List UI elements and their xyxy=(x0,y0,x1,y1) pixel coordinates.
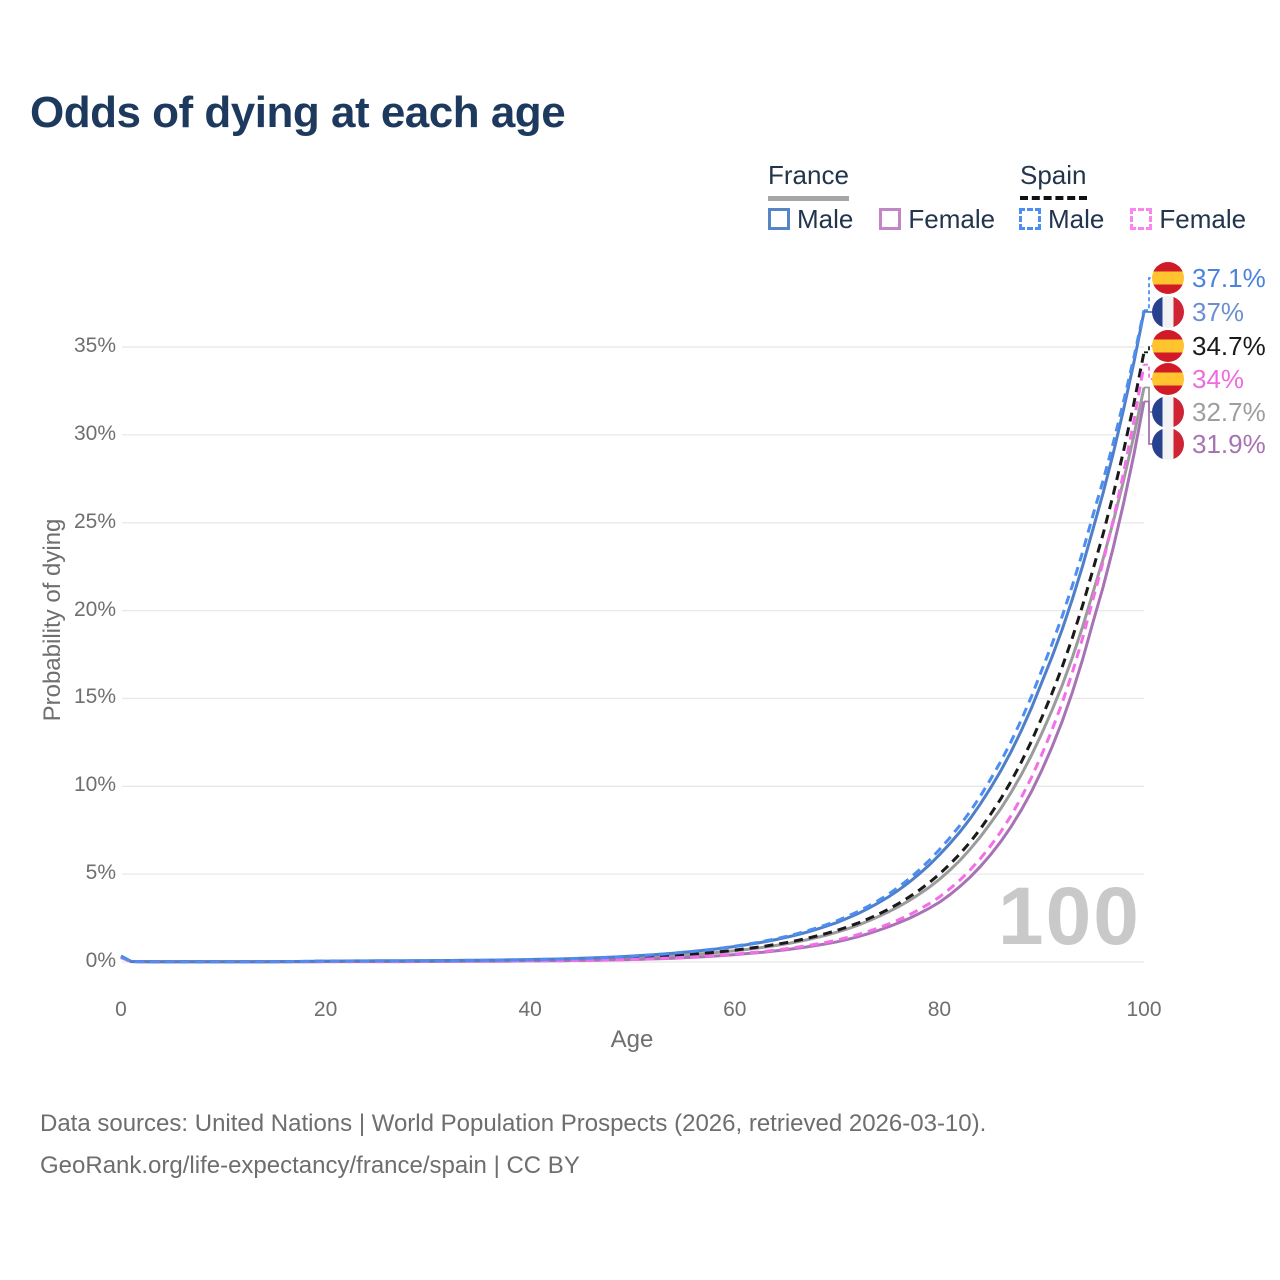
legend-row-spain: Male Female xyxy=(1019,204,1272,234)
y-tick-label: 15% xyxy=(73,685,116,709)
leader-lines xyxy=(1144,277,1153,445)
data-lines xyxy=(120,309,1146,964)
end-label-value: 32.7% xyxy=(1192,396,1266,427)
end-label-row-france_total: 32.7% xyxy=(1152,395,1266,429)
leader-line-france_total xyxy=(1144,386,1153,413)
legend-group-spain: Spain xyxy=(1020,160,1087,200)
leader-line-spain_male xyxy=(1144,277,1153,312)
spain-flag-icon xyxy=(1152,363,1184,395)
y-tick-label: 0% xyxy=(85,949,116,972)
end-label-row-france_female: 31.9% xyxy=(1152,427,1266,461)
gridlines xyxy=(122,346,1144,963)
end-label-value: 34.7% xyxy=(1192,330,1266,361)
end-label-row-france_male: 37% xyxy=(1152,295,1244,329)
y-tick-label: 30% xyxy=(73,421,116,445)
leader-line-spain_female xyxy=(1144,363,1153,380)
end-label-value: 37% xyxy=(1192,296,1245,327)
line-france_female xyxy=(120,401,1146,964)
legend-label-france-male[interactable]: Male xyxy=(797,203,854,234)
y-tick-label: 10% xyxy=(73,773,116,797)
legend-country-spain[interactable]: Spain xyxy=(1020,160,1087,200)
legend-swatch-spain-female[interactable] xyxy=(1130,208,1153,230)
y-tick-label: 25% xyxy=(73,509,116,533)
end-label-row-spain_male: 37.1% xyxy=(1152,261,1266,295)
france-flag-icon xyxy=(1152,428,1184,460)
data-sources-line: Data sources: United Nations | World Pop… xyxy=(40,1110,987,1137)
legend-label-spain-male[interactable]: Male xyxy=(1048,203,1105,234)
end-label-row-spain_female: 34% xyxy=(1152,362,1244,396)
legend-swatch-france-male[interactable] xyxy=(768,208,790,230)
legend-swatch-spain-male[interactable] xyxy=(1019,208,1041,230)
legend-label-france-female[interactable]: Female xyxy=(908,203,996,234)
end-label-row-spain_total: 34.7% xyxy=(1152,329,1266,363)
x-tick-label: 0 xyxy=(115,998,127,1021)
attribution-line: GeoRank.org/life-expectancy/france/spain… xyxy=(40,1152,580,1179)
france-flag-icon xyxy=(1152,296,1184,328)
line-spain_male xyxy=(120,309,1146,964)
line-spain_female xyxy=(120,364,1146,964)
france-flag-icon xyxy=(1152,396,1184,428)
x-tick-label: 20 xyxy=(313,998,338,1021)
y-tick-label: 20% xyxy=(73,597,116,621)
x-tick-label: 60 xyxy=(723,998,747,1021)
line-spain_total xyxy=(120,352,1146,964)
leader-line-france_female xyxy=(1144,400,1153,445)
end-label-value: 31.9% xyxy=(1192,428,1266,459)
end-label-value: 34% xyxy=(1192,363,1245,394)
end-label-value: 37.1% xyxy=(1192,262,1266,293)
page-title: Odds of dying at each age xyxy=(30,88,566,137)
spain-flag-icon xyxy=(1152,330,1184,362)
line-france_male xyxy=(120,311,1146,964)
line-france_total xyxy=(120,387,1146,964)
legend-label-spain-female[interactable]: Female xyxy=(1159,203,1247,234)
legend-group-france: France xyxy=(768,160,849,201)
legend-row-france: Male Female xyxy=(768,204,1021,234)
spain-flag-icon xyxy=(1152,262,1184,294)
y-tick-label: 35% xyxy=(73,334,116,358)
legend-country-france[interactable]: France xyxy=(768,160,849,201)
leader-line-spain_total xyxy=(1144,345,1153,354)
legend-swatch-france-female[interactable] xyxy=(879,208,902,230)
x-tick-label: 40 xyxy=(518,998,542,1021)
x-axis-title: Age xyxy=(610,1026,654,1053)
y-tick-label: 5% xyxy=(85,861,116,885)
age-watermark: 100 xyxy=(998,871,1141,962)
x-tick-label: 100 xyxy=(1126,998,1162,1021)
x-tick-label: 80 xyxy=(927,998,952,1021)
